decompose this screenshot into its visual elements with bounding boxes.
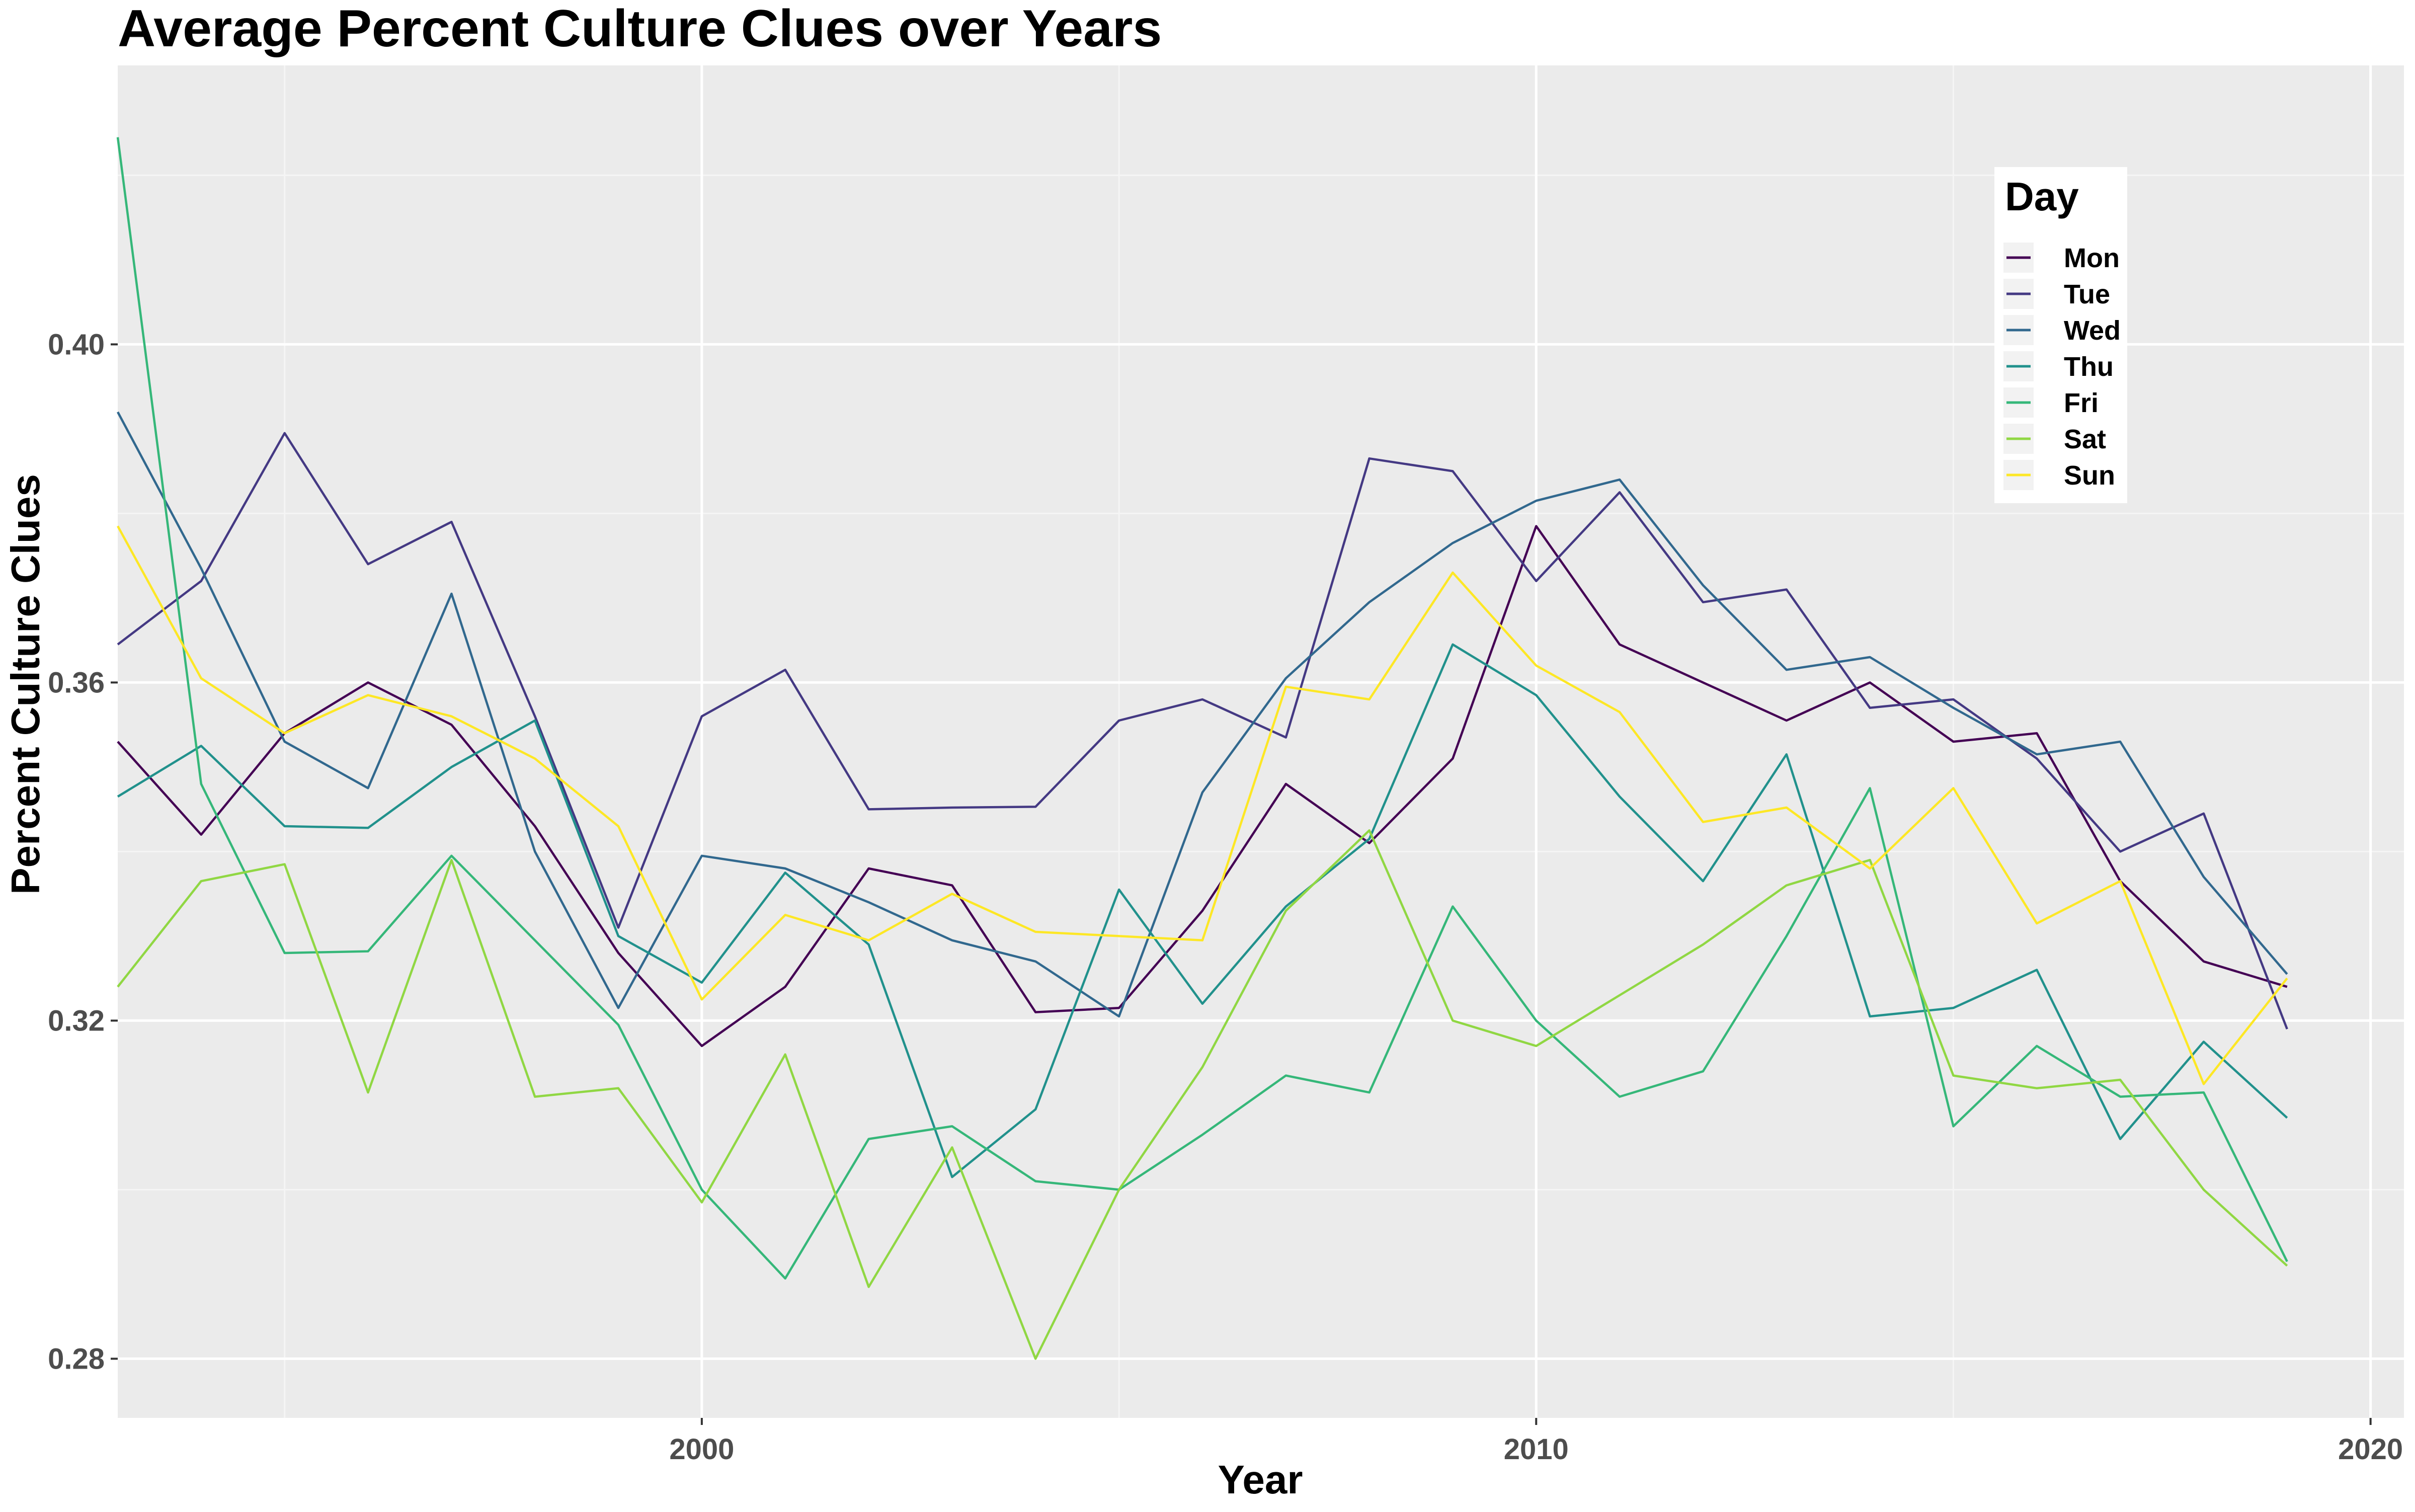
series-line-wed xyxy=(117,411,2288,1018)
major-grid xyxy=(118,65,2404,1418)
y-axis-title: Percent Culture Clues xyxy=(3,474,48,895)
legend-label-mon: Mon xyxy=(2064,243,2120,273)
legend-label-wed: Wed xyxy=(2064,315,2121,346)
y-tick-label: 0.40 xyxy=(48,328,105,361)
series-line-sat xyxy=(117,829,2288,1360)
legend-label-sat: Sat xyxy=(2064,424,2106,454)
x-axis-title: Year xyxy=(1218,1457,1303,1502)
series-line-mon xyxy=(117,525,2288,1048)
y-axis-ticks: 0.28 0.32 0.36 0.40 xyxy=(48,328,118,1375)
legend: Day Mon Tue Wed Thu Fri Sat Sun xyxy=(1994,167,2127,503)
x-axis-ticks: 2000 2010 2020 xyxy=(669,1418,2403,1466)
y-tick-label: 0.36 xyxy=(48,666,105,699)
chart-title: Average Percent Culture Clues over Years xyxy=(118,0,1162,58)
series-lines xyxy=(116,137,2288,1360)
legend-items: Mon Tue Wed Thu Fri Sat Sun xyxy=(2003,243,2121,491)
series-line-sun xyxy=(117,525,2288,1085)
series-line-tue xyxy=(117,432,2288,1030)
legend-label-tue: Tue xyxy=(2064,279,2110,309)
series-line-fri xyxy=(116,137,2288,1280)
x-tick-label: 2000 xyxy=(669,1433,734,1466)
legend-label-sun: Sun xyxy=(2064,460,2115,491)
legend-title: Day xyxy=(2005,174,2079,219)
y-tick-label: 0.32 xyxy=(48,1004,105,1037)
x-tick-label: 2010 xyxy=(1504,1433,1569,1466)
legend-label-thu: Thu xyxy=(2064,352,2114,382)
legend-label-fri: Fri xyxy=(2064,388,2099,418)
x-tick-label: 2020 xyxy=(2338,1433,2403,1466)
y-tick-label: 0.28 xyxy=(48,1342,105,1375)
